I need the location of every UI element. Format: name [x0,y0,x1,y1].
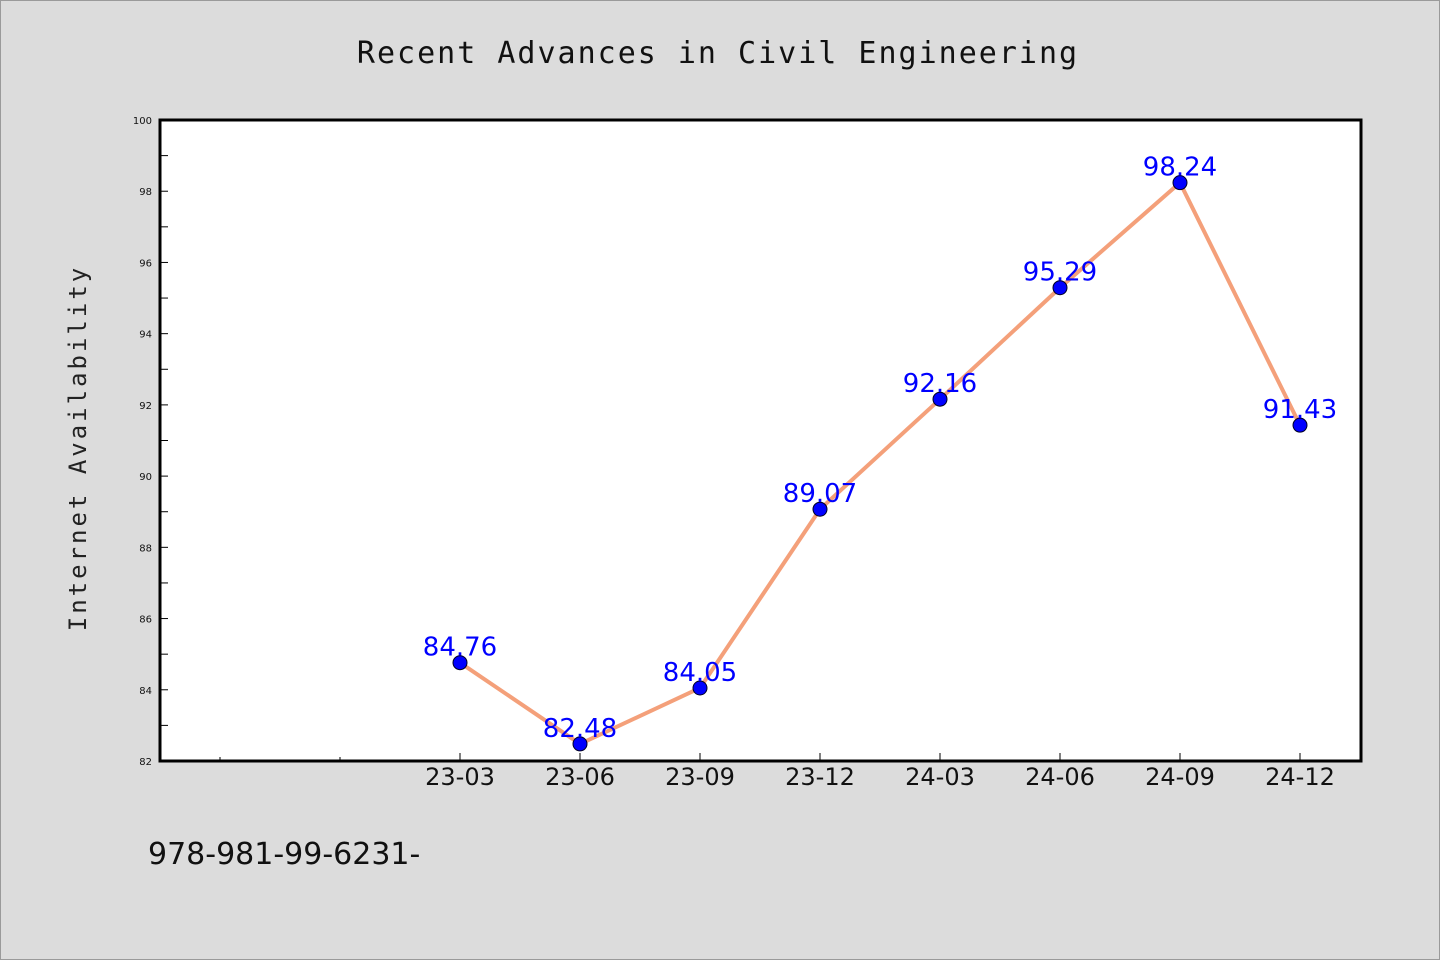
y-tick-label: 94 [139,330,152,341]
data-label: 98.24 [1143,153,1217,183]
y-tick-label: 86 [139,615,152,626]
data-label: 82.48 [543,714,617,744]
y-tick-label: 90 [139,472,152,483]
data-label: 84.76 [423,633,497,663]
footer-code: 978-981-99-6231- [148,837,420,872]
data-label: 84.05 [663,658,737,688]
chart-title: Recent Advances in Civil Engineering [357,36,1079,71]
x-axis: 23-03 23-06 23-09 23-12 24-03 24-06 24-09 24-12 [219,753,1335,791]
y-tick-label: 100 [133,116,152,127]
data-label: 91.43 [1263,395,1337,425]
data-label-layer: 84.76 82.48 84.05 89.07 92.16 95.29 98.24 91.43 [423,153,1337,744]
plot-border [158,118,1363,763]
data-point [932,391,948,407]
data-point [1052,280,1068,296]
x-tick-label: 23-06 [545,763,615,791]
x-tick-label: 23-03 [425,763,495,791]
data-label: 95.29 [1023,258,1097,288]
data-point [812,501,828,517]
y-tick-label: 98 [139,187,152,198]
data-point [452,655,468,671]
data-label: 89.07 [783,479,857,509]
data-point [1172,175,1188,191]
series-line [458,180,1302,746]
series-layer [452,175,1308,752]
data-point [572,736,588,752]
x-tick-label: 24-12 [1265,763,1335,791]
x-tick-label: 23-09 [665,763,735,791]
x-tick-label: 24-09 [1145,763,1215,791]
y-axis-label: Internet Availability [64,265,92,631]
y-tick-label: 96 [139,258,152,269]
plot-area [160,120,1361,761]
data-point [1292,417,1308,433]
x-tick-label: 24-03 [905,763,975,791]
x-tick-label: 23-12 [785,763,855,791]
y-tick-label: 88 [139,543,152,554]
data-point [692,680,708,696]
x-tick-label: 24-06 [1025,763,1095,791]
data-label: 92.16 [903,369,977,399]
y-tick-label: 84 [139,686,152,697]
y-tick-label: 92 [139,401,152,412]
y-tick-label: 82 [139,757,152,768]
